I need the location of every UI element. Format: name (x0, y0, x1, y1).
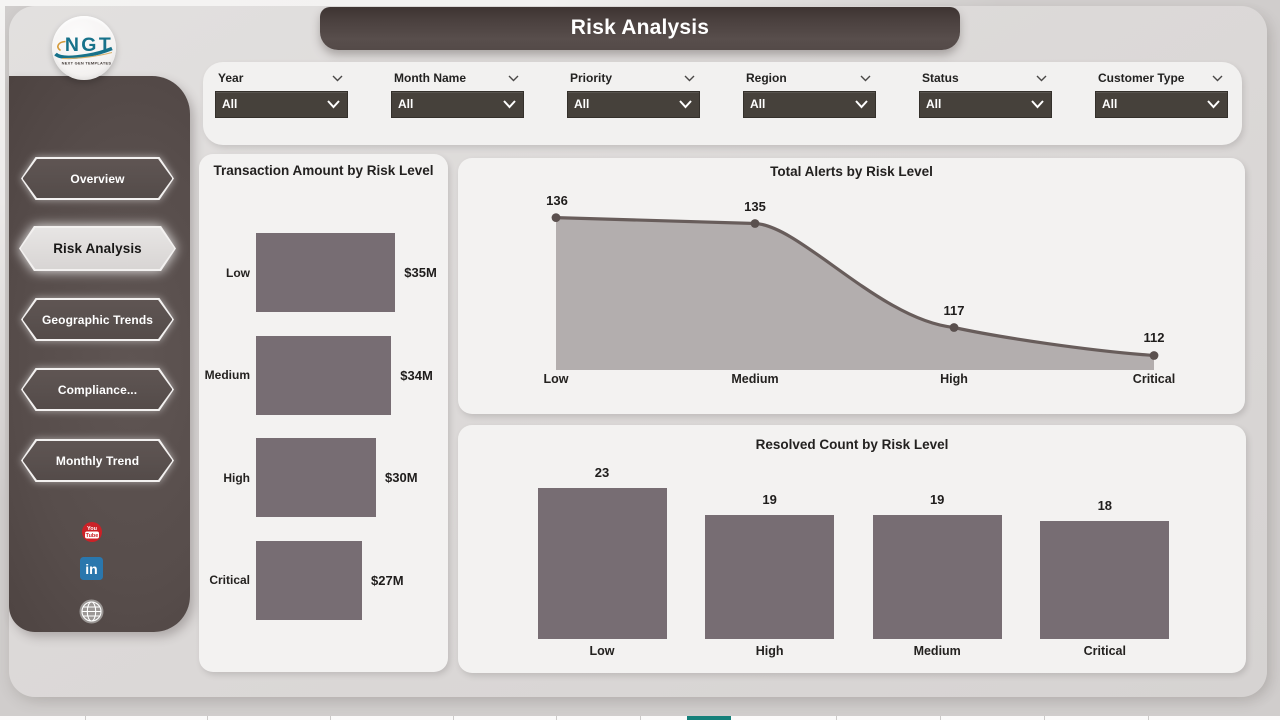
svg-text:You: You (87, 526, 97, 532)
svg-text:NEXT GEN TEMPLATES: NEXT GEN TEMPLATES (62, 60, 112, 65)
svg-text:in: in (85, 561, 97, 577)
svg-text:NGT: NGT (65, 34, 113, 56)
svg-text:Tube: Tube (86, 533, 99, 539)
